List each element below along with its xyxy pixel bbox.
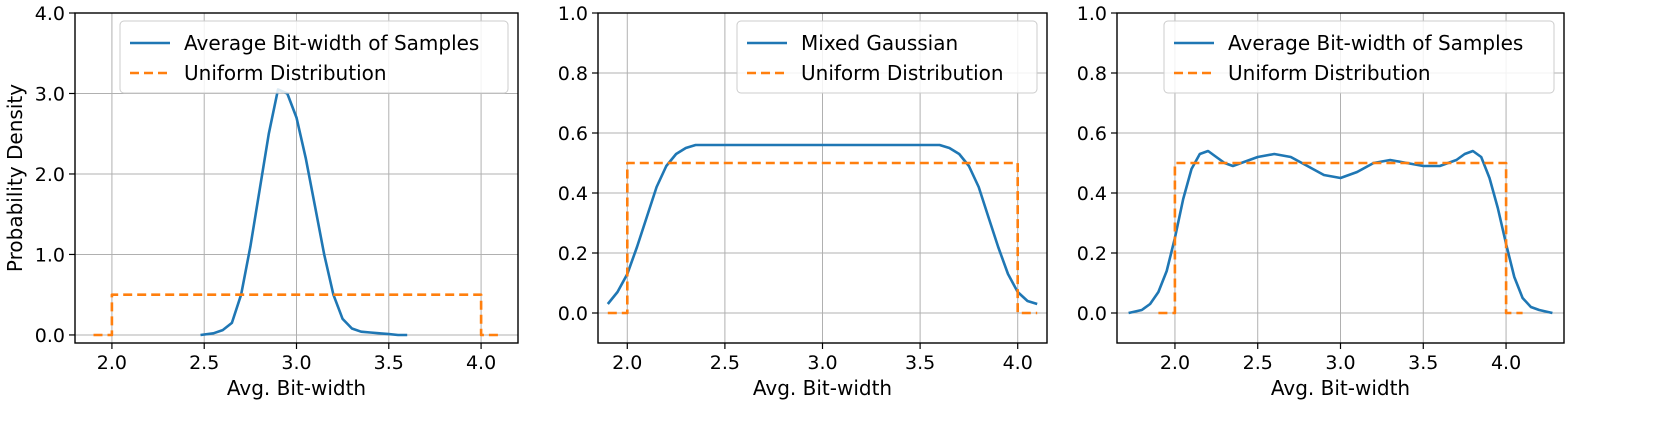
x-tick-label: 2.0 xyxy=(612,352,642,374)
series-line-uniform xyxy=(1158,161,1523,315)
subplot-1: 2.0 2.5 3.0 3.5 4.0 0.0 1.0 2.0 3.0 4.0 Avg. Bit-w… xyxy=(3,3,519,400)
y-tick-label: 0.0 xyxy=(558,303,588,325)
x-tick-label: 2.5 xyxy=(1243,352,1273,374)
y-tick-label: 0.4 xyxy=(1077,183,1107,205)
x-axis-label: Avg. Bit-width xyxy=(1271,376,1410,400)
x-tick-label: 2.0 xyxy=(97,352,127,374)
y-tick-label: 0.2 xyxy=(1077,243,1107,265)
x-tick-label: 3.5 xyxy=(1408,352,1438,374)
legend-label: Uniform Distribution xyxy=(801,61,1004,85)
x-axis-label: Avg. Bit-width xyxy=(227,376,366,400)
y-tick-label: 0.6 xyxy=(1077,123,1107,145)
subplot-3: 2.0 2.5 3.0 3.5 4.0 0.0 0.2 0.4 0.6 0.8 1.0 Avg. Bi… xyxy=(1077,3,1565,400)
series-line-kde xyxy=(1128,149,1553,315)
series-line-uniform xyxy=(607,161,1038,315)
legend-label: Mixed Gaussian xyxy=(801,31,958,55)
x-axis-label: Avg. Bit-width xyxy=(753,376,892,400)
plot-frame xyxy=(597,12,1048,344)
legend: Average Bit-width of Samples Uniform Dist… xyxy=(1163,20,1555,94)
series-line-uniform xyxy=(93,293,500,337)
y-tick-label: 1.0 xyxy=(35,244,65,266)
x-tick-label: 3.0 xyxy=(281,352,311,374)
x-tick-label: 4.0 xyxy=(1491,352,1521,374)
y-tick-label: 0.4 xyxy=(558,183,588,205)
y-tick-label: 4.0 xyxy=(35,3,65,25)
legend-box xyxy=(1163,20,1555,94)
legend-box xyxy=(119,20,509,94)
y-tick-label: 3.0 xyxy=(35,83,65,105)
x-tick-label: 3.0 xyxy=(1325,352,1355,374)
y-tick-label: 2.0 xyxy=(35,164,65,186)
plot-frame xyxy=(1116,12,1565,344)
y-tick-label: 0.0 xyxy=(35,325,65,347)
y-tick-label: 1.0 xyxy=(558,3,588,25)
x-tick-label: 2.5 xyxy=(710,352,740,374)
x-tick-label: 3.5 xyxy=(374,352,404,374)
y-tick-label: 0.2 xyxy=(558,243,588,265)
y-tick-label: 0.6 xyxy=(558,123,588,145)
series-line-kde xyxy=(606,143,1038,306)
x-tick-label: 4.0 xyxy=(466,352,496,374)
y-tick-label: 0.8 xyxy=(1077,63,1107,85)
y-tick-label: 1.0 xyxy=(1077,3,1107,25)
legend: Mixed Gaussian Uniform Distribution xyxy=(736,20,1038,94)
plot-frame xyxy=(74,12,519,344)
y-tick-label: 0.0 xyxy=(1077,303,1107,325)
legend-box xyxy=(736,20,1038,94)
x-tick-label: 2.5 xyxy=(189,352,219,374)
x-tick-label: 4.0 xyxy=(1003,352,1033,374)
subplot-2: 2.0 2.5 3.0 3.5 4.0 0.0 0.2 0.4 0.6 0.8 1.0 Avg. Bi… xyxy=(558,3,1048,400)
series-line-kde xyxy=(200,88,408,337)
legend-label: Uniform Distribution xyxy=(184,61,387,85)
legend-label: Average Bit-width of Samples xyxy=(1228,31,1523,55)
legend: Average Bit-width of Samples Uniform Dist… xyxy=(119,20,509,94)
legend-label: Uniform Distribution xyxy=(1228,61,1431,85)
y-axis-label: Probability Density xyxy=(3,84,27,272)
x-tick-label: 2.0 xyxy=(1160,352,1190,374)
y-tick-label: 0.8 xyxy=(558,63,588,85)
x-tick-label: 3.5 xyxy=(905,352,935,374)
x-tick-label: 3.0 xyxy=(807,352,837,374)
legend-label: Average Bit-width of Samples xyxy=(184,31,479,55)
